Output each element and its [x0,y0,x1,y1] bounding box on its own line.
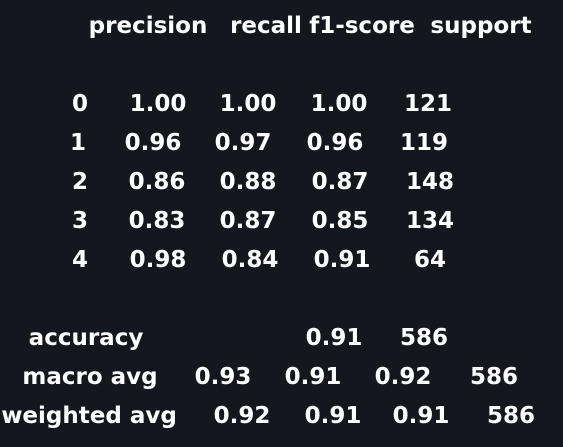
weighted-avg-recall: 0.91 [304,403,362,429]
support-value: 121 [403,91,453,117]
macro-avg-support: 586 [469,364,519,390]
f1-score-value: 0.87 [311,169,369,195]
header-support: support [430,13,532,39]
row-label: 3 [71,208,89,234]
row-label: 2 [71,169,89,195]
macro-avg-recall: 0.91 [284,364,342,390]
accuracy-support: 586 [399,325,449,351]
weighted-avg-precision: 0.92 [213,403,271,429]
row-label: 0 [71,91,89,117]
support-value: 134 [405,208,455,234]
macro-avg-f1-score: 0.92 [374,364,432,390]
row-label: 4 [71,247,89,273]
precision-value: 0.86 [128,169,186,195]
accuracy-label: accuracy [28,325,144,351]
precision-value: 1.00 [129,91,187,117]
precision-value: 0.83 [128,208,186,234]
weighted-avg-f1-score: 0.91 [392,403,450,429]
precision-value: 0.98 [129,247,187,273]
header-recall: recall [230,13,302,39]
weighted-avg-label: weighted avg [1,403,177,429]
f1-score-value: 0.91 [313,247,371,273]
f1-score-value: 1.00 [310,91,368,117]
macro-avg-precision: 0.93 [194,364,252,390]
support-value: 64 [413,247,447,273]
recall-value: 1.00 [219,91,277,117]
recall-value: 0.84 [221,247,279,273]
accuracy-f1-score: 0.91 [305,325,363,351]
recall-value: 0.87 [219,208,277,234]
header-f1-score: f1-score [309,13,415,39]
recall-value: 0.88 [219,169,277,195]
support-value: 148 [405,169,455,195]
row-label: 1 [69,130,87,156]
f1-score-value: 0.96 [306,130,364,156]
support-value: 119 [399,130,449,156]
header-precision: precision [88,13,208,39]
precision-value: 0.96 [124,130,182,156]
weighted-avg-support: 586 [486,403,536,429]
recall-value: 0.97 [214,130,272,156]
macro-avg-label: macro avg [22,364,158,390]
f1-score-value: 0.85 [311,208,369,234]
